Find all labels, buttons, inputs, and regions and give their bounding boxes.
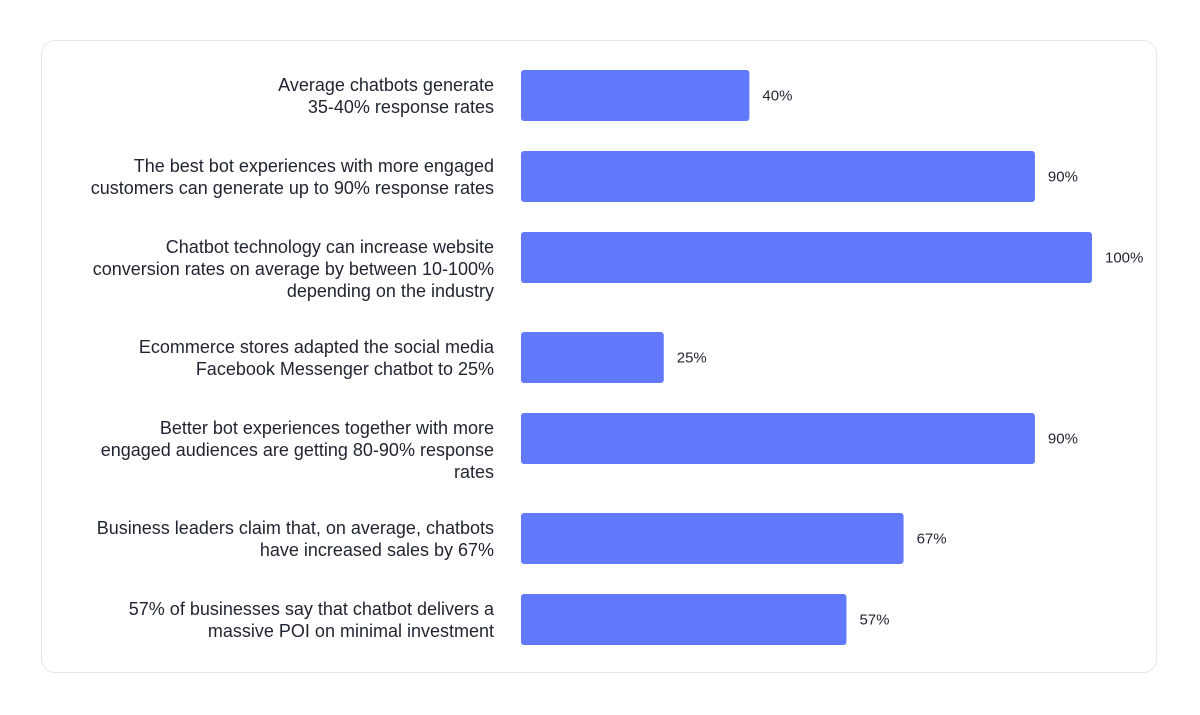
category-label-line: massive POI on minimal investment [208, 621, 494, 641]
category-label-7: 57% of businesses say that chatbot deliv… [129, 599, 495, 641]
category-label-1: Average chatbots generate 35-40% response… [278, 75, 494, 117]
category-label-line: The best bot experiences with more engag… [134, 156, 494, 176]
value-label-7: 57% [859, 612, 889, 629]
value-label-6: 67% [917, 531, 947, 548]
value-label-2: 90% [1048, 169, 1078, 186]
category-label-line: conversion rates on average by between 1… [93, 259, 494, 279]
category-label-line: 57% of businesses say that chatbot deliv… [129, 599, 495, 619]
bar-1 [521, 70, 750, 121]
category-label-6: Business leaders claim that, on average,… [97, 518, 494, 560]
category-label-line: customers can generate up to 90% respons… [91, 178, 494, 198]
value-label-3: 100% [1105, 250, 1143, 267]
category-label-line: rates [454, 462, 494, 482]
category-label-line: Facebook Messenger chatbot to 25% [196, 359, 494, 379]
category-label-3: Chatbot technology can increase website c… [93, 237, 494, 301]
value-label-4: 25% [677, 350, 707, 367]
category-label-line: have increased sales by 67% [260, 540, 494, 560]
category-label-line: Average chatbots generate [278, 75, 494, 95]
value-label-1: 40% [762, 88, 792, 105]
category-label-4: Ecommerce stores adapted the social medi… [139, 337, 495, 379]
category-label-line: 35-40% response rates [308, 97, 494, 117]
category-label-line: Chatbot technology can increase website [166, 237, 494, 257]
category-label-line: Better bot experiences together with mor… [160, 418, 494, 438]
category-label-5: Better bot experiences together with mor… [101, 418, 494, 482]
category-label-line: Ecommerce stores adapted the social medi… [139, 337, 495, 357]
category-label-2: The best bot experiences with more engag… [91, 156, 494, 198]
value-label-5: 90% [1048, 431, 1078, 448]
bar-5 [521, 413, 1035, 464]
bar-7 [521, 594, 847, 645]
bar-4 [521, 332, 664, 383]
bar-6 [521, 513, 904, 564]
bar-2 [521, 151, 1035, 202]
category-label-line: Business leaders claim that, on average,… [97, 518, 494, 538]
category-label-line: engaged audiences are getting 80-90% res… [101, 440, 494, 460]
bar-3 [521, 232, 1092, 283]
category-label-line: depending on the industry [287, 281, 494, 301]
